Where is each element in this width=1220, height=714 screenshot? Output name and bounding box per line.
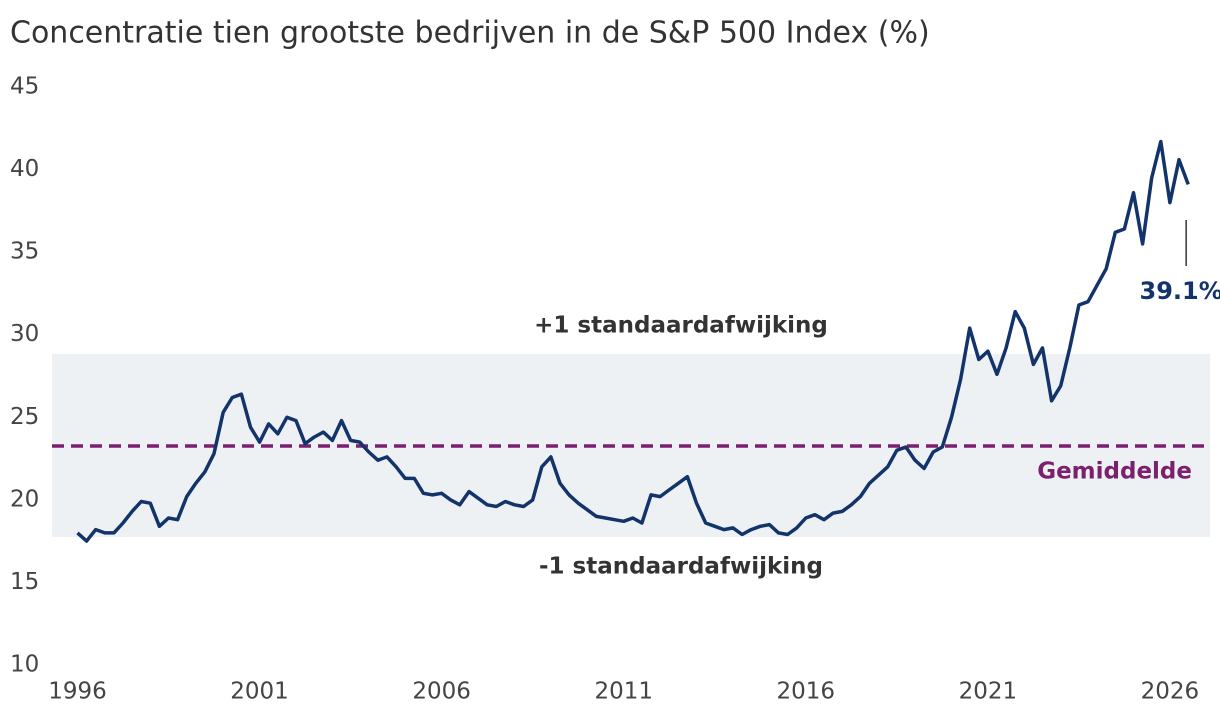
x-tick-label: 1996 [48, 679, 107, 705]
y-tick-label: 20 [10, 486, 39, 512]
x-tick-label: 2026 [1141, 679, 1200, 705]
y-tick-label: 35 [10, 239, 39, 265]
band-upper-label: +1 standaardafwijking [534, 312, 828, 338]
y-tick-label: 25 [10, 404, 39, 430]
chart-title: Concentratie tien grootste bedrijven in … [10, 16, 930, 51]
mean-label: Gemiddelde [1037, 459, 1192, 485]
y-tick-label: 45 [10, 74, 39, 100]
x-tick-label: 2021 [959, 679, 1018, 705]
x-tick-label: 2001 [230, 679, 289, 705]
data-line [76, 139, 1190, 543]
y-tick-label: 40 [10, 156, 39, 182]
y-tick-label: 30 [10, 321, 39, 347]
x-tick-label: 2011 [594, 679, 653, 705]
last-value-label: 39.1% [1140, 277, 1220, 305]
y-tick-label: 10 [10, 652, 39, 678]
y-tick-label: 15 [10, 569, 39, 595]
x-tick-label: 2006 [412, 679, 471, 705]
band-lower-label: -1 standaardafwijking [539, 554, 823, 580]
x-tick-label: 2016 [777, 679, 836, 705]
